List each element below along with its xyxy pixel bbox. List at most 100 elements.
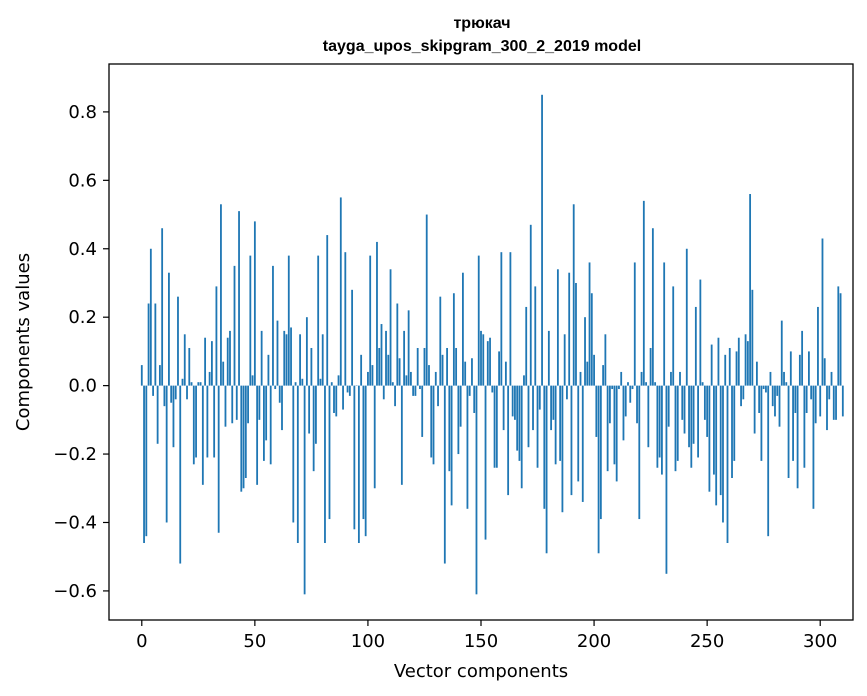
bar-231 bbox=[663, 262, 666, 386]
bar-193 bbox=[577, 385, 580, 482]
bar-302 bbox=[823, 358, 826, 386]
bar-181 bbox=[550, 385, 553, 431]
bar-243 bbox=[690, 385, 693, 468]
bar-139 bbox=[455, 347, 458, 386]
bar-140 bbox=[457, 385, 460, 455]
bar-68 bbox=[294, 382, 297, 386]
chart-subtitle: tayga_upos_skipgram_300_2_2019 model bbox=[323, 38, 641, 55]
bar-29 bbox=[206, 385, 209, 458]
bar-104 bbox=[376, 241, 378, 386]
bar-72 bbox=[303, 385, 306, 595]
bar-247 bbox=[699, 279, 702, 386]
bar-38 bbox=[226, 337, 229, 386]
bar-19 bbox=[183, 334, 186, 386]
bar-56 bbox=[267, 354, 270, 386]
bar-123 bbox=[419, 385, 421, 390]
bar-176 bbox=[538, 385, 541, 410]
bar-99 bbox=[364, 385, 367, 537]
bar-166 bbox=[516, 385, 519, 451]
bar-168 bbox=[520, 385, 523, 489]
bar-100 bbox=[367, 371, 369, 386]
bar-301 bbox=[821, 238, 824, 386]
bar-93 bbox=[351, 289, 354, 386]
x-tick-label: 100 bbox=[351, 631, 385, 652]
bar-118 bbox=[407, 310, 410, 386]
bar-282 bbox=[778, 385, 781, 427]
bar-258 bbox=[724, 354, 727, 386]
plot-frame bbox=[108, 63, 854, 621]
bar-230 bbox=[661, 385, 663, 475]
bar-305 bbox=[830, 371, 833, 386]
bar-20 bbox=[186, 385, 188, 400]
bar-276 bbox=[765, 385, 767, 393]
bar-7 bbox=[156, 385, 159, 444]
bar-156 bbox=[493, 385, 496, 468]
bar-101 bbox=[369, 255, 372, 386]
bar-148 bbox=[475, 385, 478, 595]
bar-216 bbox=[629, 385, 632, 403]
bar-144 bbox=[466, 385, 469, 509]
bar-136 bbox=[448, 385, 451, 472]
bar-169 bbox=[523, 375, 525, 386]
bar-178 bbox=[543, 385, 546, 509]
bar-281 bbox=[776, 385, 779, 396]
bar-289 bbox=[794, 385, 797, 413]
bar-240 bbox=[683, 385, 686, 434]
bar-218 bbox=[633, 262, 636, 386]
bar-57 bbox=[269, 385, 272, 465]
bar-268 bbox=[746, 341, 749, 386]
bar-81 bbox=[324, 385, 326, 544]
bar-189 bbox=[568, 272, 571, 386]
bar-110 bbox=[389, 269, 392, 386]
bar-126 bbox=[425, 214, 428, 386]
x-axis-ticks: 0 50 100 150 200 250 300 bbox=[136, 620, 837, 652]
bar-158 bbox=[498, 351, 500, 386]
bar-128 bbox=[430, 385, 433, 458]
bar-44 bbox=[240, 385, 243, 492]
bar-149 bbox=[477, 255, 480, 386]
bar-21 bbox=[188, 347, 191, 386]
bar-170 bbox=[525, 306, 528, 386]
bar-259 bbox=[726, 385, 729, 544]
bar-188 bbox=[566, 385, 568, 400]
bar-151 bbox=[482, 334, 485, 386]
bar-228 bbox=[656, 385, 659, 468]
y-tick-label: 0.4 bbox=[68, 239, 97, 260]
bar-117 bbox=[405, 375, 408, 386]
bar-108 bbox=[385, 330, 387, 386]
bar-237 bbox=[676, 385, 679, 461]
bar-90 bbox=[344, 252, 347, 386]
bar-25 bbox=[197, 382, 200, 386]
bar-219 bbox=[636, 385, 638, 424]
bar-137 bbox=[450, 385, 453, 506]
bar-135 bbox=[446, 347, 448, 386]
bar-150 bbox=[480, 330, 482, 386]
bar-204 bbox=[602, 365, 605, 386]
bar-242 bbox=[688, 385, 690, 448]
bar-145 bbox=[468, 385, 471, 396]
bar-280 bbox=[774, 385, 776, 417]
bar-124 bbox=[421, 385, 424, 437]
bar-35 bbox=[220, 204, 222, 386]
bar-157 bbox=[495, 385, 498, 468]
bar-50 bbox=[253, 221, 256, 386]
bar-107 bbox=[382, 385, 385, 400]
bar-55 bbox=[265, 385, 268, 441]
bar-133 bbox=[441, 354, 444, 386]
bar-1 bbox=[143, 385, 145, 544]
bar-278 bbox=[769, 371, 772, 386]
bar-172 bbox=[529, 224, 532, 386]
bars bbox=[140, 94, 844, 595]
bar-87 bbox=[337, 375, 340, 386]
bar-299 bbox=[817, 306, 819, 386]
bar-265 bbox=[740, 385, 742, 407]
bar-134 bbox=[443, 385, 446, 564]
bar-164 bbox=[511, 385, 514, 417]
bar-298 bbox=[814, 385, 817, 424]
bar-49 bbox=[251, 375, 254, 386]
bar-194 bbox=[579, 371, 582, 386]
bar-198 bbox=[588, 262, 591, 386]
bar-17 bbox=[179, 385, 182, 564]
bar-210 bbox=[615, 385, 618, 482]
